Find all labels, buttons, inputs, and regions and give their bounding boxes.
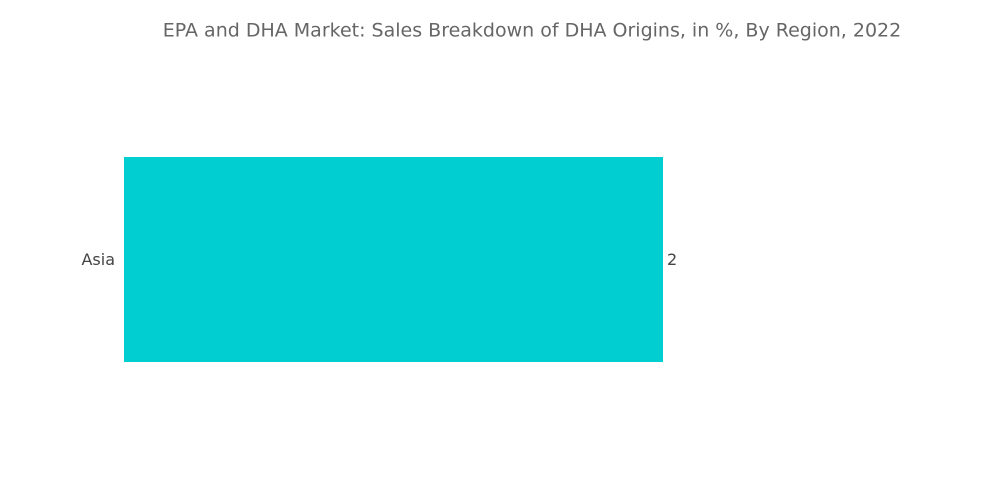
chart-title: EPA and DHA Market: Sales Breakdown of D… xyxy=(163,20,901,42)
bar xyxy=(124,157,663,362)
value-label: 2 xyxy=(667,250,677,269)
y-tick-label: Asia xyxy=(81,250,115,269)
